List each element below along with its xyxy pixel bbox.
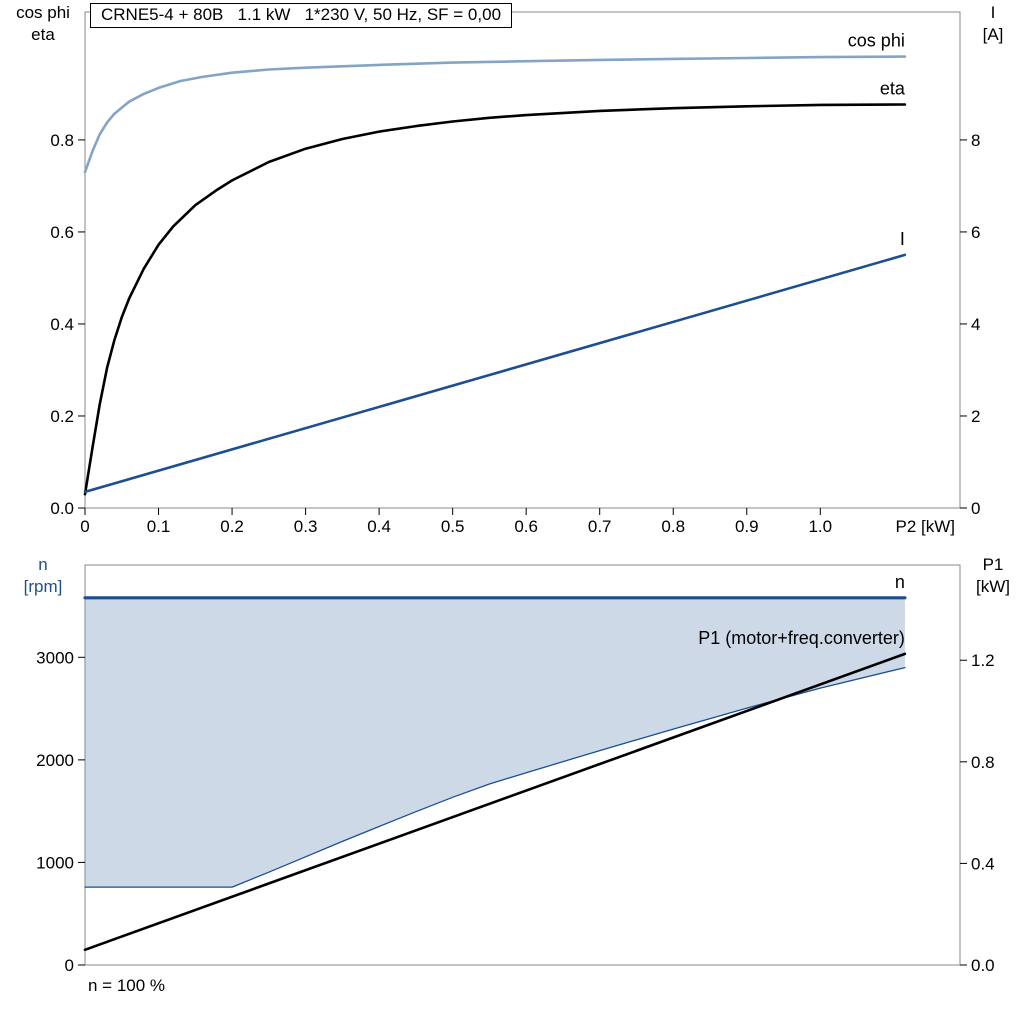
y-left-tick-label: 2000 [36, 751, 74, 770]
y-right-tick-label: 6 [971, 223, 980, 242]
y-right-tick-label: 0.0 [971, 956, 995, 975]
axis-title-speed-unit: [rpm] [23, 577, 63, 596]
axis-title-eta: eta [31, 25, 55, 44]
axis-title-p1: P1 [982, 555, 1004, 574]
speed-power-chart: 0 1000 2000 3000 0.0 0.4 0.8 1.2 n P1 (motor+freq… [36, 564, 995, 975]
curve-current [83, 253, 907, 494]
y-right-tick-label: 1.2 [971, 651, 995, 670]
x-tick-label: 0.4 [367, 517, 391, 536]
x-tick-label: 0.7 [588, 517, 612, 536]
x-axis-label: P2 [kW] [895, 517, 955, 536]
curve-label-current: I [900, 229, 905, 249]
y-right-tick-label: 8 [971, 131, 980, 150]
axis-title-p1-unit: [kW] [976, 577, 1010, 596]
axis-title-current: I [990, 3, 996, 22]
plot-frame [84, 11, 961, 509]
speed-percent-note: n = 100 % [88, 976, 166, 995]
y-left-tick-label: 0.8 [50, 131, 74, 150]
curve-label-n: n [895, 572, 905, 592]
curve-eta [83, 103, 907, 496]
lower-right-axis-title: P1 [kW] [964, 554, 1022, 598]
upper-left-axis-title: cos phi eta [4, 2, 82, 46]
y-left-tick-label: 0.2 [50, 407, 74, 426]
x-tick-label: 1.0 [808, 517, 832, 536]
speed-range-band [85, 597, 905, 888]
x-tick-label: 0.2 [220, 517, 244, 536]
y-right-tick-label: 0.4 [971, 854, 995, 873]
x-tick-label: 0 [80, 517, 89, 536]
x-tick-label: 0.8 [661, 517, 685, 536]
x-tick-label: 0.3 [294, 517, 318, 536]
y-right-tick-label: 0.8 [971, 753, 995, 772]
curve-cos-phi [83, 55, 907, 174]
chart-title: CRNE5-4 + 80B 1.1 kW 1*230 V, 50 Hz, SF … [90, 3, 513, 28]
axis-title-speed: n [38, 555, 48, 574]
plot-frame [84, 564, 961, 966]
y-left-tick-label: 1000 [36, 853, 74, 872]
y-left-tick-label: 3000 [36, 648, 74, 667]
upper-right-axis-title: I [A] [964, 2, 1022, 46]
curve-label-cos-phi: cos phi [848, 31, 905, 51]
x-tick-label: 0.9 [735, 517, 759, 536]
y-right-tick-label: 4 [971, 315, 980, 334]
y-left-tick-label: 0.4 [50, 315, 74, 334]
curve-n-lower [84, 666, 906, 888]
axis-title-cos-phi: cos phi [16, 3, 70, 22]
x-tick-label: 0.1 [147, 517, 171, 536]
lower-left-axis-title: n [rpm] [4, 554, 82, 598]
axis-title-current-unit: [A] [982, 25, 1004, 44]
y-right-tick-label: 0 [971, 499, 980, 518]
y-left-tick-label: 0.6 [50, 223, 74, 242]
x-tick-label: 0.6 [514, 517, 538, 536]
curve-label-eta: eta [880, 78, 906, 98]
electrical-curves-chart: 0.0 0.2 0.4 0.6 0.8 0 2 4 6 8 0 0.1 0.2 0.3 0.4 0.5 0.6 0… [50, 11, 980, 536]
curve-p1 [83, 652, 907, 952]
y-right-tick-label: 2 [971, 407, 980, 426]
y-left-tick-label: 0 [65, 956, 74, 975]
x-tick-label: 0.5 [441, 517, 465, 536]
curve-label-p1: P1 (motor+freq.converter) [698, 628, 905, 648]
y-left-tick-label: 0.0 [50, 499, 74, 518]
